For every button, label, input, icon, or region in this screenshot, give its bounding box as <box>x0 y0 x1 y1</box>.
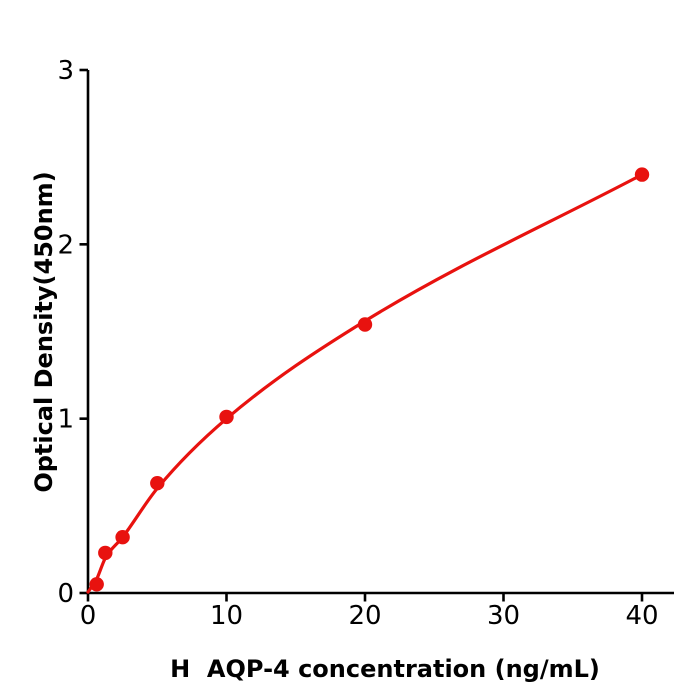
data-point <box>89 577 104 592</box>
data-point <box>357 317 373 332</box>
x-tick-label: 0 <box>80 601 97 631</box>
data-point <box>634 167 650 182</box>
x-axis-title: H AQP-4 concentration (ng/mL) <box>170 655 600 683</box>
y-tick-label: 0 <box>57 579 74 609</box>
y-tick-label: 1 <box>57 405 74 435</box>
x-tick-label: 10 <box>210 601 243 631</box>
y-tick-label: 3 <box>57 56 74 86</box>
data-point <box>219 409 234 425</box>
x-tick-label: 30 <box>487 601 520 631</box>
x-tick-label: 40 <box>625 601 658 631</box>
data-point <box>150 476 165 491</box>
data-point <box>115 530 130 545</box>
x-tick-label: 20 <box>348 601 381 631</box>
axis-spines <box>86 70 674 595</box>
y-axis-title: Optical Density(450nm) <box>30 171 58 493</box>
data-point <box>98 545 113 561</box>
y-tick-label: 2 <box>57 230 74 260</box>
fit-curve <box>86 173 644 594</box>
